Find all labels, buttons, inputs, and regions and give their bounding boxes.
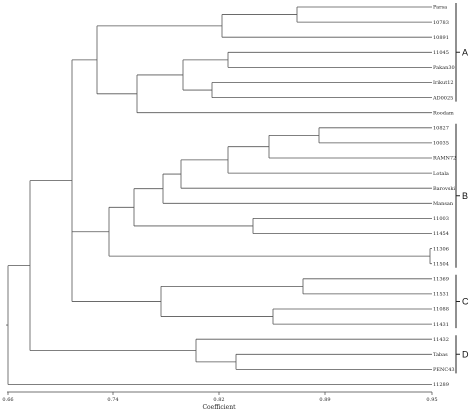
leaf-label: Roodam — [433, 110, 454, 116]
leaf-label: 11003 — [433, 216, 449, 222]
x-axis-tick-label: 0.74 — [107, 397, 118, 403]
cluster-label: A — [462, 47, 468, 57]
leaf-label: Tabas — [433, 352, 448, 358]
leaf-label: PENC43 — [433, 367, 455, 373]
x-axis-tick-label: 0.66 — [2, 397, 13, 403]
leaf-label: 11454 — [433, 231, 449, 237]
cluster-bracket — [455, 335, 460, 374]
leaf-label: 10827 — [433, 126, 449, 132]
leaf-label: 10891 — [433, 35, 449, 41]
leaf-label: 11432 — [433, 337, 449, 343]
leaf-label: 11289 — [433, 382, 449, 388]
leaf-label: Irikut12 — [433, 80, 454, 86]
leaf-label: 11531 — [433, 292, 449, 298]
cluster-bracket — [455, 274, 460, 329]
leaf-label: 10035 — [433, 141, 449, 147]
leaf-label: AD0025 — [432, 95, 453, 101]
leaf-label: 11431 — [433, 322, 449, 328]
leaf-label: 10783 — [433, 20, 449, 26]
leaf-label: Pakan30 — [433, 65, 455, 71]
leaf-label: Barovski — [433, 186, 455, 192]
cluster-label: D — [462, 349, 469, 359]
x-axis-ticks: 0.66 0.74 0.82 0.89 0.95 — [2, 392, 438, 403]
x-axis-tick-label: 0.82 — [213, 397, 224, 403]
leaf-label: 11045 — [433, 50, 449, 56]
leaf-labels: Parsa 10783 10891 11045 Pakan30 Irikut12 AD002… — [432, 5, 456, 389]
leaf-label: Mansan — [433, 201, 454, 207]
x-axis-title: Coefficient — [202, 404, 236, 411]
leaf-label: 11504 — [433, 261, 449, 267]
cluster-brackets: A B C D — [455, 3, 469, 374]
cluster-bracket — [455, 123, 460, 268]
cluster-bracket — [455, 3, 460, 102]
leaf-label: RAMN72 — [433, 156, 456, 162]
leaf-label: Parsa — [433, 5, 447, 11]
dendrogram-branches — [6, 6, 432, 385]
leaf-label: 11088 — [433, 307, 449, 313]
x-axis-tick-label: 0.95 — [426, 397, 437, 403]
leaf-label: 11369 — [433, 277, 449, 283]
x-axis-tick-label: 0.89 — [319, 397, 330, 403]
leaf-label: Lotala — [433, 171, 449, 177]
x-axis: 0.66 0.74 0.82 0.89 0.95 Coefficient — [2, 391, 438, 411]
cluster-label: C — [462, 296, 469, 306]
cluster-label: B — [462, 191, 468, 201]
leaf-label: 11306 — [433, 246, 449, 252]
